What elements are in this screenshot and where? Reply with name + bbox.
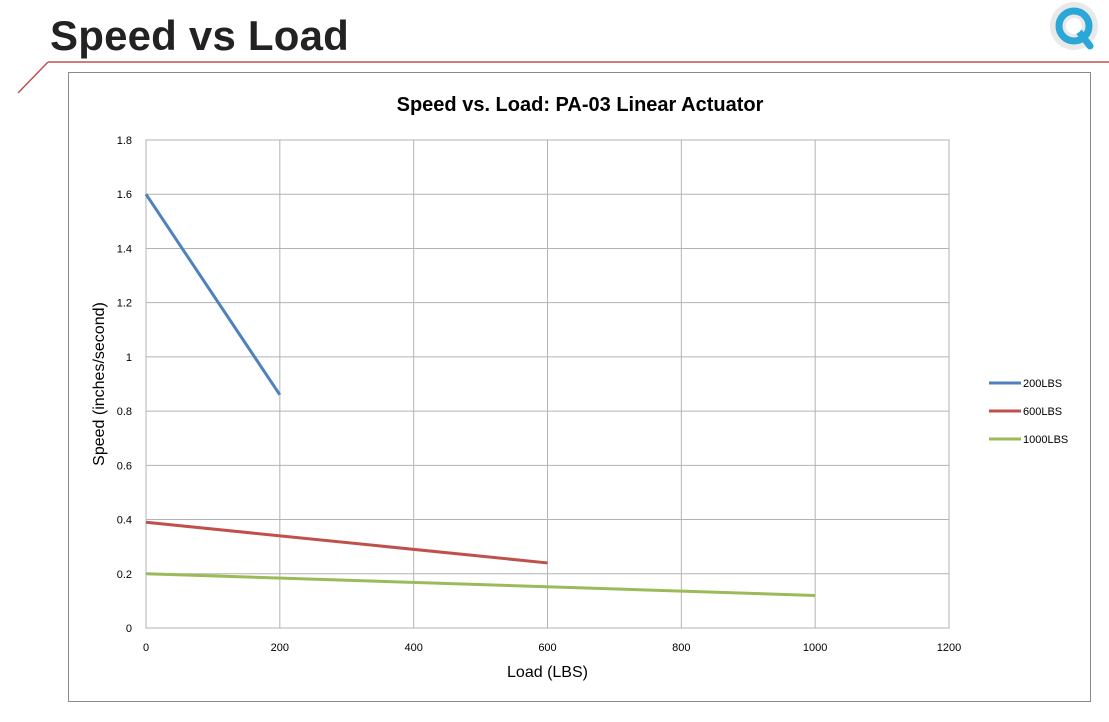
legend-label: 200LBS [1023, 378, 1062, 390]
y-tick-label: 0.6 [117, 460, 132, 472]
title-divider [17, 61, 1109, 94]
y-tick-label: 1.8 [117, 135, 132, 147]
series-line-1000lbs [145, 572, 816, 597]
y-tick-label: 1.6 [117, 189, 132, 201]
x-tick-label: 600 [538, 642, 556, 654]
y-tick-label: 1 [126, 352, 132, 364]
x-axis-label: Load (LBS) [507, 664, 588, 681]
x-tick-label: 1200 [937, 642, 961, 654]
chart-title: Speed vs. Load: PA-03 Linear Actuator [397, 94, 764, 116]
x-tick-label: 200 [271, 642, 289, 654]
legend-label: 600LBS [1023, 406, 1062, 418]
y-tick-label: 0.8 [117, 406, 132, 418]
y-axis-label: Speed (inches/second) [91, 302, 108, 466]
series-line-600lbs [145, 520, 548, 565]
x-tick-label: 0 [143, 642, 149, 654]
legend-label: 1000LBS [1023, 434, 1068, 446]
series-line-200lbs [144, 193, 282, 396]
x-tick-label: 1000 [803, 642, 827, 654]
x-tick-label: 800 [672, 642, 690, 654]
y-tick-label: 0.4 [117, 515, 132, 527]
y-tick-label: 1.2 [117, 298, 132, 310]
y-tick-label: 1.4 [117, 243, 132, 255]
chart-frame: Speed vs. Load: PA-03 Linear Actuator 0 0.… [68, 72, 1091, 702]
slide-title: Speed vs Load [50, 12, 350, 59]
y-tick-label: 0.2 [117, 569, 132, 581]
y-tick-label: 0 [126, 623, 132, 635]
speed-load-chart: Speed vs. Load: PA-03 Linear Actuator 0 0.… [91, 94, 1068, 681]
magnifier-q-icon [1050, 2, 1098, 50]
x-tick-label: 400 [404, 642, 422, 654]
